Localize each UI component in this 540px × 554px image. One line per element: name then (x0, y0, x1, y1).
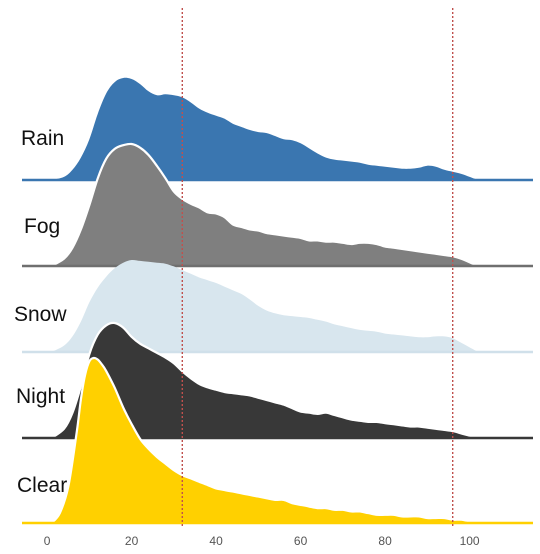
x-tick-label: 60 (294, 534, 308, 548)
row-label-clear: Clear (17, 474, 67, 497)
x-tick-label: 80 (378, 534, 392, 548)
row-label-fog: Fog (24, 215, 60, 238)
density-area-clear (51, 357, 479, 523)
x-tick-label: 0 (44, 534, 51, 548)
x-tick-label: 100 (460, 534, 480, 548)
row-labels: Rain Fog Snow Night Clear (14, 127, 67, 497)
row-label-night: Night (16, 385, 65, 408)
density-outline-clear (50, 356, 479, 525)
density-outline-fog (50, 142, 479, 268)
density-area-snow (51, 259, 479, 352)
ridge-rain (22, 77, 533, 182)
density-area-night (51, 322, 479, 438)
x-tick-label: 40 (209, 534, 223, 548)
density-outline-night (50, 321, 479, 440)
ridge-fog (22, 142, 533, 268)
x-axis: 0 20 40 60 80 100 (44, 534, 480, 548)
density-area-fog (51, 143, 479, 266)
ridge-layer (22, 77, 533, 525)
x-tick-label: 20 (125, 534, 139, 548)
row-label-rain: Rain (21, 127, 64, 150)
density-area-rain (51, 77, 479, 180)
ridge-clear (22, 356, 533, 525)
row-label-snow: Snow (14, 303, 67, 326)
